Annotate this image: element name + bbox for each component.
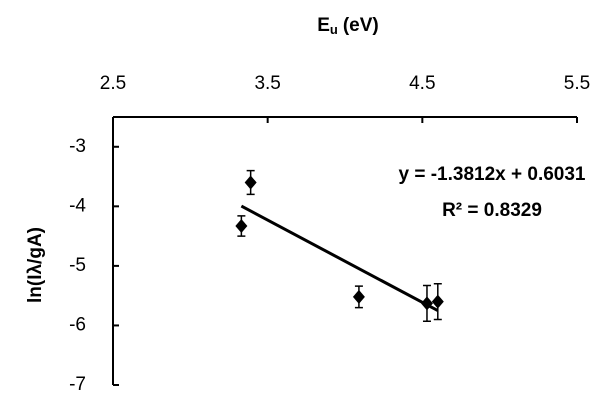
r-squared: R² = 0.8329 [442,200,542,221]
point [420,296,433,311]
x-label-unit: (eV) [343,15,379,36]
x-axis-title: Eu (eV) [317,15,379,37]
x-tick-label: 5.5 [564,73,590,94]
trendline [240,204,439,312]
x-tick-label: 3.5 [254,73,280,94]
trend-equation: y = -1.3812x + 0.6031 [399,164,586,185]
point [235,218,248,233]
point [431,294,444,309]
point [244,175,257,190]
y-tick-label: -5 [69,255,86,276]
y-tick-label: -6 [69,314,86,335]
y-tick-label: -3 [69,136,86,157]
x-label: E [317,15,330,36]
y-axis-title: ln(Iλ/gA) [25,227,46,303]
y-tick-label: -4 [69,195,86,216]
y-tick-label: -7 [69,374,86,395]
x-label-sub: u [330,22,338,37]
point [352,289,365,304]
x-tick-label: 4.5 [409,73,435,94]
x-tick-label: 2.5 [100,73,126,94]
